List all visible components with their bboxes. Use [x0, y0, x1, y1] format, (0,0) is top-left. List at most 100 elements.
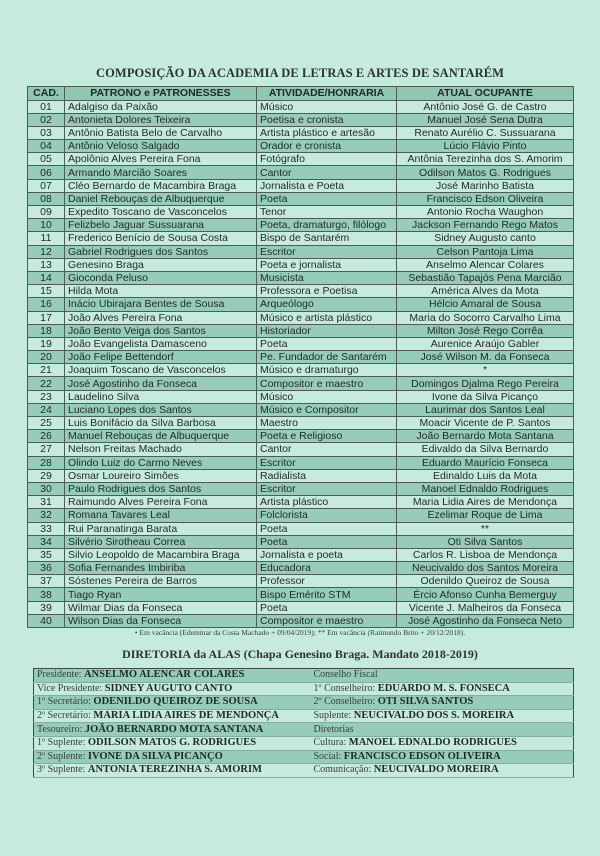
patron-name: Antonieta Dolores Teixeira [64, 112, 257, 127]
activity: Artista plástico [256, 495, 397, 510]
member-name: FRANCISCO EDSON OLIVEIRA [343, 750, 501, 762]
current-occupant: José Marinho Batista [396, 178, 574, 193]
table-row: 06 Armando Marcião Soares Cantor Odilson Ma… [27, 165, 574, 180]
cad-number: 15 [27, 284, 65, 299]
board-cell: Presidente: ANSELMO ALENCAR COLARES [33, 668, 311, 683]
activity: Historiador [256, 323, 397, 338]
member-name: JOÃO BERNARDO MOTA SANTANA [84, 723, 264, 735]
activity: Poetisa e cronista [256, 112, 397, 127]
activity: Poeta [256, 600, 397, 615]
cad-number: 27 [27, 442, 65, 457]
current-occupant: Laurimar dos Santos Leal [396, 402, 574, 418]
patron-name: Hilda Mota [64, 284, 257, 299]
cad-number: 05 [27, 152, 65, 167]
patron-name: Sóstenes Pereira de Barros [64, 574, 257, 589]
cad-number: 03 [27, 125, 65, 141]
current-occupant: Ércio Afonso Cunha Bemerguy [396, 587, 574, 602]
activity: Jornalista e poeta [256, 547, 397, 563]
cad-number: 30 [27, 481, 65, 497]
table-header-row: CAD. PATRONO e PATRONESSES ATIVIDADE/HON… [27, 86, 574, 101]
patron-name: Expedito Toscano de Vasconcelos [64, 204, 257, 220]
current-occupant: Ezelimar Roque de Lima [396, 508, 574, 523]
header-activity: ATIVIDADE/HONRARIA [256, 86, 397, 101]
current-occupant: Antônio José G. de Castro [396, 99, 574, 114]
board-cell: 2º Suplente: IVONE DA SILVA PICANÇO [33, 750, 311, 765]
current-occupant: Manuel José Sena Dutra [396, 112, 574, 127]
activity: Músico [256, 389, 397, 404]
patron-name: Gabriel Rodrigues dos Santos [64, 244, 257, 259]
activity: Bispo Emérito STM [256, 587, 397, 602]
patron-name: Paulo Rodrigues dos Santos [64, 481, 257, 497]
activity: Arqueólogo [256, 297, 397, 312]
current-occupant: Sidney Augusto canto [396, 231, 574, 246]
cad-number: 40 [27, 613, 65, 629]
patron-name: Rui Paranatinga Barata [64, 521, 257, 536]
cad-number: 17 [27, 310, 65, 325]
patron-name: Tiago Ryan [64, 587, 257, 602]
activity: Artista plástico e artesão [256, 125, 397, 141]
current-occupant: ** [396, 521, 574, 536]
board-cell: Social: FRANCISCO EDSON OLIVEIRA [310, 750, 574, 765]
members-table: CAD. PATRONO e PATRONESSES ATIVIDADE/HON… [27, 86, 574, 629]
header-occupant: ATUAL OCUPANTE [396, 86, 574, 101]
member-name: ODILSON MATOS G. RODRIGUES [87, 737, 257, 749]
table-row: 22 José Agostinho da Fonseca Compositor e … [27, 376, 574, 391]
board-table: Presidente: ANSELMO ALENCAR COLARES Conse… [33, 668, 574, 778]
board-row: 2º Suplente: IVONE DA SILVA PICANÇO Socia… [33, 750, 574, 765]
board-cell: Vice Presidente: SIDNEY AUGUTO CANTO [33, 682, 311, 697]
table-row: 39 Wilmar Dias da Fonseca Poeta Vicente J. … [27, 600, 574, 615]
board-cell: 2º Secretário: MARIA LIDIA AIRES DE MEND… [33, 709, 311, 724]
board-cell: Tesoureiro: JOÃO BERNARDO MOTA SANTANA [33, 722, 311, 737]
table-row: 05 Apolônio Alves Pereira Fona Fotógrafo An… [27, 152, 574, 167]
table-row: 18 João Bento Veiga dos Santos Historiador… [27, 323, 574, 338]
activity: Músico [256, 99, 397, 114]
current-occupant: Jackson Fernando Rego Matos [396, 218, 574, 233]
cad-number: 11 [27, 231, 65, 246]
current-occupant: José Agostinho da Fonseca Neto [396, 613, 574, 629]
cad-number: 06 [27, 165, 65, 180]
patron-name: Romana Tavares Leal [64, 508, 257, 523]
table-row: 38 Tiago Ryan Bispo Emérito STM Ércio Afons… [27, 587, 574, 602]
patron-name: Cléo Bernardo de Macambira Braga [64, 178, 257, 193]
patron-name: Daniel Rebouças de Albuquerque [64, 191, 257, 207]
cad-number: 29 [27, 468, 65, 483]
patron-name: Sofia Fernandes Imbiriba [64, 561, 257, 576]
role-label: 2º Secretário: [37, 710, 94, 722]
role-label: 1º Suplente: [37, 737, 88, 749]
table-row: 27 Nelson Freitas Machado Cantor Edivaldo d… [27, 442, 574, 457]
patron-name: Adalgiso da Paixão [64, 99, 257, 114]
activity: Cantor [256, 165, 397, 180]
activity: Fotógrafo [256, 152, 397, 167]
patron-name: Laudelino Silva [64, 389, 257, 404]
current-occupant: Aurenice Araújo Gabler [396, 336, 574, 352]
activity: Musicista [256, 270, 397, 286]
cad-number: 34 [27, 534, 65, 549]
table-row: 30 Paulo Rodrigues dos Santos Escritor Mano… [27, 481, 574, 497]
current-occupant: Moacir Vicente de P. Santos [396, 415, 574, 431]
member-name: NEUCIVALDO DOS S. MOREIRA [353, 710, 515, 722]
patron-name: Luis Bonifácio da Silva Barbosa [64, 415, 257, 431]
cad-number: 09 [27, 204, 65, 220]
table-row: 20 João Felipe Bettendorf Pe. Fundador de … [27, 350, 574, 365]
patron-name: Silvio Leopoldo de Macambira Braga [64, 547, 257, 563]
current-occupant: Sebastião Tapajós Pena Marcião [396, 270, 574, 286]
patron-name: Osmar Loureiro Simões [64, 468, 257, 483]
footnote: • Em vacância (Edemmar da Costa Machado … [134, 628, 466, 637]
board-cell: 1º Secretário: ODENILDO QUEIROZ DE SOUSA [33, 695, 311, 710]
role-label: 2º Suplente: [37, 750, 88, 762]
cad-number: 22 [27, 376, 65, 391]
activity: Poeta e Religioso [256, 429, 397, 444]
patron-name: Armando Marcião Soares [64, 165, 257, 180]
patron-name: Wilmar Dias da Fonseca [64, 600, 257, 615]
patron-name: João Evangelista Damasceno [64, 336, 257, 352]
table-row: 11 Frederico Benício de Sousa Costa Bispo … [27, 231, 574, 246]
patron-name: Manuel Rebouças de Albuquerque [64, 429, 257, 444]
board-row: Presidente: ANSELMO ALENCAR COLARES Conse… [33, 668, 574, 683]
member-name: ANSELMO ALENCAR COLARES [83, 669, 245, 681]
activity: Poeta, dramaturgo, filólogo [256, 218, 397, 233]
table-row: 33 Rui Paranatinga Barata Poeta ** [27, 521, 574, 536]
current-occupant: Edivaldo da Silva Bernardo [396, 442, 574, 457]
member-name: MARIA LIDIA AIRES DE MENDONÇA [93, 710, 279, 722]
current-occupant: Manoel Ednaldo Rodrigues [396, 481, 574, 497]
patron-name: Antônio Batista Belo de Carvalho [64, 125, 257, 141]
